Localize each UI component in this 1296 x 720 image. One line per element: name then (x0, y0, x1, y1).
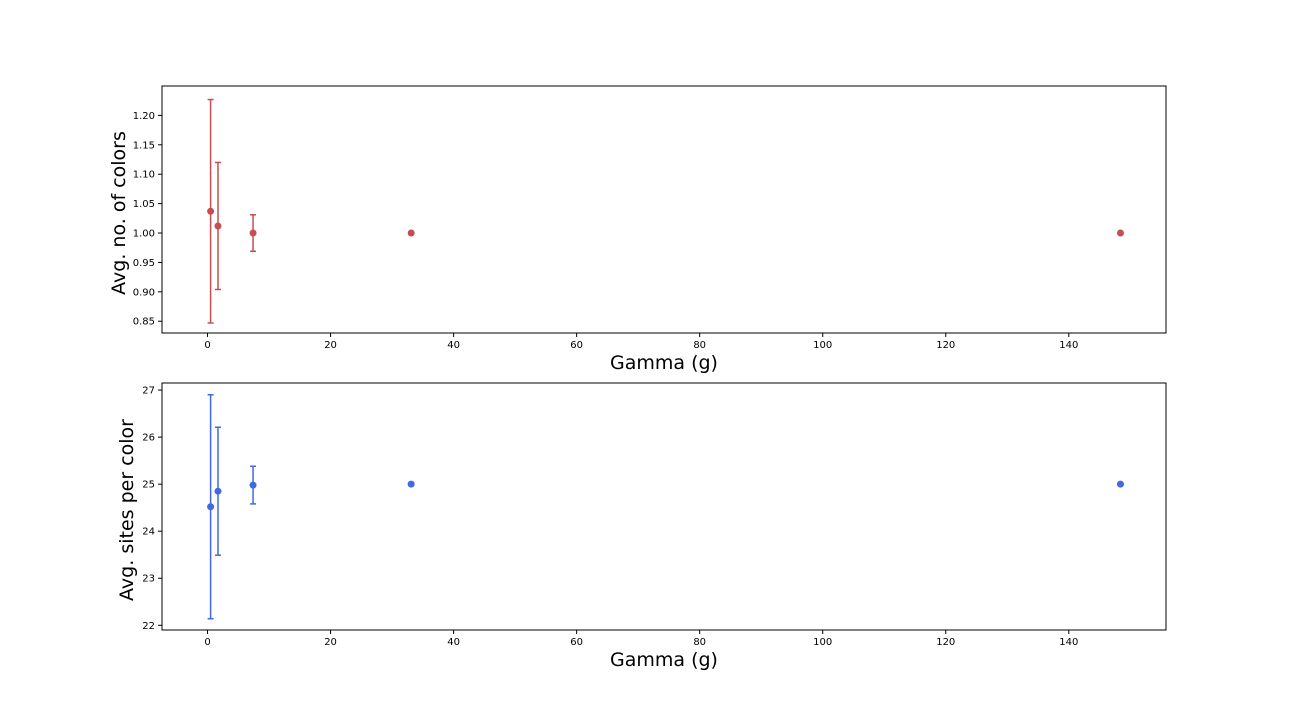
colors-data-point (249, 229, 257, 237)
sites-y-tick-label: 22 (142, 621, 155, 632)
colors-x-tick-label: 140 (1059, 340, 1078, 351)
sites-data-point (207, 503, 215, 511)
colors-x-tick-label: 120 (936, 340, 955, 351)
sites-x-tick-label: 60 (570, 637, 583, 648)
sites-x-axis-label: Gamma (g) (610, 649, 718, 671)
sites-x-tick-label: 40 (447, 637, 460, 648)
colors-data-point (1116, 229, 1124, 237)
sites-y-tick-label: 25 (142, 480, 155, 491)
colors-x-tick-label: 0 (204, 340, 210, 351)
sites-y-axis-label: Avg. sites per color (116, 419, 138, 601)
sites-x-tick-label: 120 (936, 637, 955, 648)
colors-y-axis-label: Avg. no. of colors (108, 131, 130, 295)
sites-x-tick-label: 80 (693, 637, 706, 648)
colors-x-axis-label: Gamma (g) (610, 352, 718, 374)
colors-data-marks (207, 98, 1124, 324)
colors-data-point (207, 207, 215, 215)
colors-data-point (214, 222, 222, 230)
sites-data-point (249, 481, 257, 489)
colors-x-tick-label: 40 (447, 340, 460, 351)
sites-data-marks (207, 394, 1124, 620)
sites-y-tick-label: 27 (142, 386, 155, 397)
colors-y-tick-label: 1.20 (133, 111, 155, 122)
colors-y-tick-label: 0.95 (133, 258, 155, 269)
colors-y-tick-label: 0.90 (133, 287, 155, 298)
sites-x-tick-label: 100 (813, 637, 832, 648)
sites-data-point (214, 487, 222, 495)
colors-y-tick-label: 1.15 (133, 140, 155, 151)
sites-x-tick-label: 140 (1059, 637, 1078, 648)
sites-y-tick-label: 24 (142, 527, 155, 538)
sites-data-point (407, 480, 415, 488)
colors-data-point (407, 229, 415, 237)
sites-data-point (1116, 480, 1124, 488)
colors-x-tick-label: 60 (570, 340, 583, 351)
colors-x-tick-label: 100 (813, 340, 832, 351)
colors-y-axis-ticks: 0.85 0.90 0.95 1.00 1.05 1.10 1.15 1.20 (133, 111, 162, 328)
colors-plot-frame (161, 85, 1167, 334)
sites-x-tick-label: 20 (324, 637, 337, 648)
sites-x-axis-ticks: 0 20 40 60 80 100 120 140 (204, 630, 1078, 648)
sites-y-axis-ticks: 22 23 24 25 26 27 (142, 386, 162, 632)
colors-panel: 0 20 40 60 80 100 120 140 0.85 0.90 0.95 1.00 1.05 1… (108, 85, 1167, 374)
colors-y-tick-label: 1.05 (133, 199, 155, 210)
colors-x-tick-label: 80 (693, 340, 706, 351)
colors-y-tick-label: 1.10 (133, 170, 155, 181)
colors-x-tick-label: 20 (324, 340, 337, 351)
colors-y-tick-label: 1.00 (133, 229, 155, 240)
sites-y-tick-label: 26 (142, 433, 155, 444)
sites-x-tick-label: 0 (204, 637, 210, 648)
sites-y-tick-label: 23 (142, 574, 155, 585)
sites-panel: 0 20 40 60 80 100 120 140 22 23 24 25 26 27 Gamma (g… (116, 382, 1167, 671)
colors-y-tick-label: 0.85 (133, 317, 155, 328)
sites-plot-frame (161, 382, 1167, 631)
colors-x-axis-ticks: 0 20 40 60 80 100 120 140 (204, 333, 1078, 351)
